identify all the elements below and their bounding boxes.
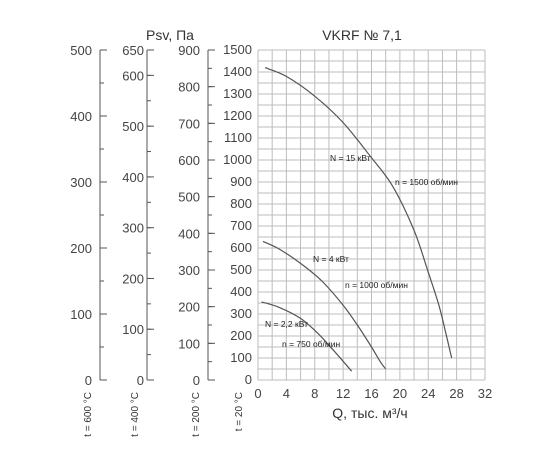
x-tick-label: 28	[449, 386, 463, 401]
speed-label: n = 1000 об/мин	[345, 280, 408, 290]
temp-axis-tick-label: 300	[122, 221, 144, 236]
fan-curve-line	[261, 301, 353, 372]
y-tick-label: 900	[230, 174, 252, 189]
y-tick-label: 300	[230, 306, 252, 321]
x-tick-label: 24	[421, 386, 435, 401]
temp-axis-tick-label: 400	[122, 170, 144, 185]
x-tick-label: 32	[478, 386, 492, 401]
temp-axis-tick-label: 500	[122, 119, 144, 134]
y-tick-label: 1500	[223, 42, 252, 57]
temp-axis-tick-label: 800	[178, 80, 200, 95]
temp-axis-tick-label: 400	[178, 226, 200, 241]
x-tick-label: 12	[336, 386, 350, 401]
y-tick-label: 800	[230, 196, 252, 211]
speed-label: n = 750 об/мин	[282, 339, 341, 349]
temp-axis-tick-label: 0	[193, 373, 200, 388]
y-tick-label: 1200	[223, 108, 252, 123]
speed-label: n = 1500 об/мин	[395, 177, 458, 187]
temp-axis-tick-label: 100	[178, 336, 200, 351]
y-tick-label: 1000	[223, 152, 252, 167]
temp-axis-tick-label: 500	[70, 43, 92, 58]
temperature-axes: 0 100 200 300 400 500 t = 600 °C 0 100 200 300 400 5…	[70, 43, 245, 437]
x-tick-label: 4	[283, 386, 290, 401]
power-label: N = 2,2 кВт	[265, 319, 308, 329]
fan-curve-line	[264, 67, 453, 359]
temp-axis-tick-label: 200	[70, 241, 92, 256]
y-tick-label: 1100	[224, 130, 252, 145]
x-axis-title: Q, тыс. м³/ч	[332, 405, 407, 421]
temp-axis-tick-label: 0	[137, 373, 144, 388]
y-tick-label: 200	[230, 328, 252, 343]
y-tick-label: 1300	[223, 86, 252, 101]
y-tick-label: 600	[230, 240, 252, 255]
fan-curve-line	[262, 240, 387, 370]
temp-axis-tick-label: 600	[122, 68, 144, 83]
grid	[257, 49, 486, 381]
y-tick-label: 400	[230, 284, 252, 299]
fan-curves: N = 15 кВт n = 1500 об/мин N = 4 кВт n = 10…	[261, 67, 458, 372]
temp-axis-tick-label: 200	[178, 300, 200, 315]
temp-axis-tick-label: 500	[178, 190, 200, 205]
chart-title: VKRF № 7,1	[322, 27, 402, 43]
temp-axis-tick-label: 900	[178, 43, 200, 58]
temp-axis-label: t = 600 °C	[83, 392, 94, 437]
temp-axis-tick-label: 650	[122, 43, 144, 58]
temp-axis-label: t = 20 °C	[234, 392, 245, 431]
temp-axis-tick-label: 700	[178, 116, 200, 131]
temp-axis-tick-label: 200	[122, 271, 144, 286]
temp-axis-tick-label: 100	[70, 307, 92, 322]
temp-axis-label: t = 200 °C	[191, 392, 202, 437]
main-axes: 0100200300400500600700800900100011001200…	[223, 42, 492, 401]
y-axis-title: Psv, Па	[146, 27, 194, 43]
x-tick-label: 16	[364, 386, 378, 401]
temp-axis-tick-label: 400	[70, 109, 92, 124]
temp-axis-tick-label: 300	[178, 263, 200, 278]
power-label: N = 15 кВт	[330, 153, 371, 163]
y-tick-label: 500	[230, 262, 252, 277]
y-tick-label: 1400	[223, 64, 252, 79]
temp-axis-tick-label: 600	[178, 153, 200, 168]
power-label: N = 4 кВт	[313, 254, 349, 264]
x-tick-label: 8	[311, 386, 318, 401]
x-tick-label: 0	[254, 386, 261, 401]
y-tick-label: 0	[245, 372, 252, 387]
temp-axis-tick-label: 300	[70, 175, 92, 190]
y-tick-label: 100	[230, 350, 252, 365]
y-tick-label: 700	[230, 218, 252, 233]
x-tick-label: 20	[393, 386, 407, 401]
temp-axis-tick-label: 0	[85, 373, 92, 388]
temp-axis-tick-label: 100	[122, 322, 144, 337]
temp-axis-label: t = 400 °C	[130, 392, 141, 437]
